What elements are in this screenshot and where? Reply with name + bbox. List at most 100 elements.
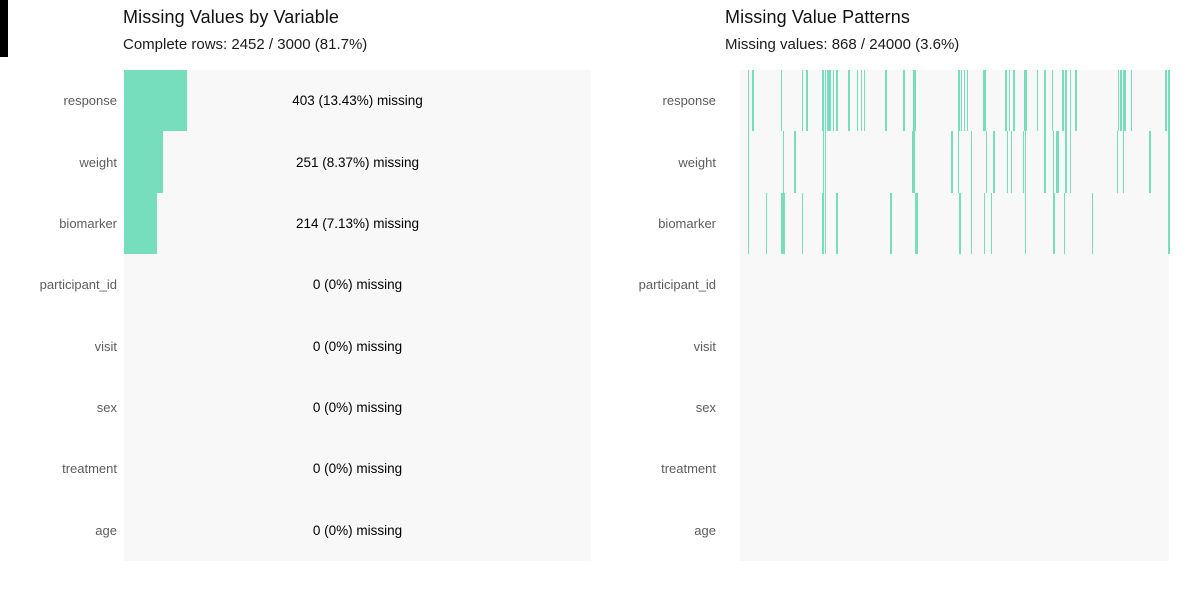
row-label-age: age [95,522,117,538]
missing-bar-plot-area: 403 (13.43%) missing 251 (8.37%) missing 2… [124,70,591,561]
missing-cell-mark [990,192,993,255]
missing-cell-mark [801,70,804,132]
missing-cell-mark [1116,131,1119,193]
missing-cell-mark [836,192,838,255]
missing-cell-mark [747,131,750,193]
missing-cell-mark [1168,131,1170,193]
missing-cell-mark [860,70,863,132]
missing-cell-mark [1065,70,1067,132]
row-label-sex: sex [695,400,716,416]
right-panel-title: Missing Value Patterns [725,7,910,27]
missing-cell-mark [856,70,859,132]
missing-cell-mark [1117,70,1120,132]
pattern-row-age [740,500,1169,561]
missing-cell-mark [914,192,918,255]
missing-cell-mark [982,70,986,132]
missing-cell-mark [1149,131,1151,193]
pattern-row-biomarker [740,192,1170,255]
bar-row-treatment: 0 (0%) missing [124,438,591,499]
bar-value-label-response: 403 (13.43%) missing [292,93,423,109]
missing-cell-mark [983,192,986,255]
bar-value-label-treatment: 0 (0%) missing [312,461,403,477]
missing-cell-mark [1053,192,1055,255]
row-label-weight: weight [678,154,716,170]
left-panel-subtitle: Complete rows: 2452 / 3000 (81.7%) [123,36,368,53]
row-label-treatment: treatment [661,461,716,477]
missing-cell-mark [1044,70,1046,132]
missing-cell-mark [1006,131,1009,193]
row-label-treatment: treatment [62,461,117,477]
missing-cell-mark [1120,70,1122,132]
missing-cell-mark [966,70,968,132]
bar-row-response: 403 (13.43%) missing [124,70,591,132]
missing-cell-mark [829,70,831,132]
missing-cell-mark [959,192,961,255]
missing-cell-mark [1069,70,1072,132]
bar-value-label-age: 0 (0%) missing [312,522,403,538]
missing-cell-mark [1165,70,1167,132]
bar-value-label-sex: 0 (0%) missing [312,400,403,416]
missing-cell-mark [752,70,754,132]
row-label-response: response [662,93,716,109]
missing-cell-mark [765,192,768,255]
missing-cell-mark [913,70,917,132]
missing-cell-mark [780,70,783,132]
missing-cell-mark [1069,131,1072,193]
missing-cell-mark [993,131,995,193]
bar-value-label-weight: 251 (8.37%) missing [295,154,420,170]
left-panel-title: Missing Values by Variable [123,7,340,27]
missing-cell-mark [822,70,824,132]
missing-cell-mark [1044,131,1046,193]
missing-cell-mark [958,70,960,132]
missing-cell-mark [1036,70,1039,132]
pattern-row-treatment [740,438,1169,499]
missing-cell-mark [863,70,866,132]
right-y-axis-labels: response weight biomarker participant_id vis… [600,70,716,561]
missing-cell-mark [1022,131,1025,193]
bar-row-weight: 251 (8.37%) missing [124,131,591,193]
row-label-age: age [694,522,716,538]
pattern-row-participant_id [740,254,1169,315]
missing-cell-mark [1051,70,1054,132]
missing-cell-mark [1005,70,1007,132]
missing-cell-mark [781,192,783,255]
missing-cell-mark [885,70,887,132]
missing-cell-mark [822,131,825,193]
missing-cell-mark [1052,131,1055,193]
pattern-row-weight [740,131,1170,193]
right-panel-subtitle: Missing values: 868 / 24000 (3.6%) [725,36,960,53]
missing-cell-mark [747,192,750,255]
row-label-weight: weight [79,154,117,170]
missing-bar-biomarker [124,192,158,255]
missing-cell-mark [1010,131,1013,193]
bar-row-sex: 0 (0%) missing [124,377,591,438]
missing-cell-mark [985,131,988,193]
missing-cell-mark [782,131,785,193]
missing-cell-mark [1065,131,1067,193]
missing-cell-mark [1024,131,1027,193]
missing-cell-mark [1056,131,1058,193]
missing-cell-mark [1008,70,1011,132]
missing-cell-mark [824,192,826,255]
missing-cell-mark [801,192,804,255]
pattern-row-sex [740,377,1169,438]
missing-cell-mark [747,70,750,132]
bar-value-label-participant_id: 0 (0%) missing [312,277,403,293]
missing-cell-mark [970,192,973,255]
row-label-biomarker: biomarker [658,215,716,231]
missing-cell-mark [1123,70,1127,132]
missing-cell-mark [951,131,953,193]
missing-cell-mark [1023,70,1027,132]
pattern-row-visit [740,316,1169,377]
missing-cell-mark [957,131,959,193]
missing-cell-mark [1130,70,1133,132]
missing-cell-mark [1063,192,1066,255]
missing-cell-mark [911,131,915,193]
bar-row-participant_id: 0 (0%) missing [124,254,591,315]
row-label-visit: visit [693,338,716,354]
bar-row-age: 0 (0%) missing [124,500,591,561]
missing-cell-mark [1122,131,1125,193]
missing-cell-mark [903,70,905,132]
row-label-biomarker: biomarker [59,215,117,231]
missing-cell-mark [1024,192,1027,255]
